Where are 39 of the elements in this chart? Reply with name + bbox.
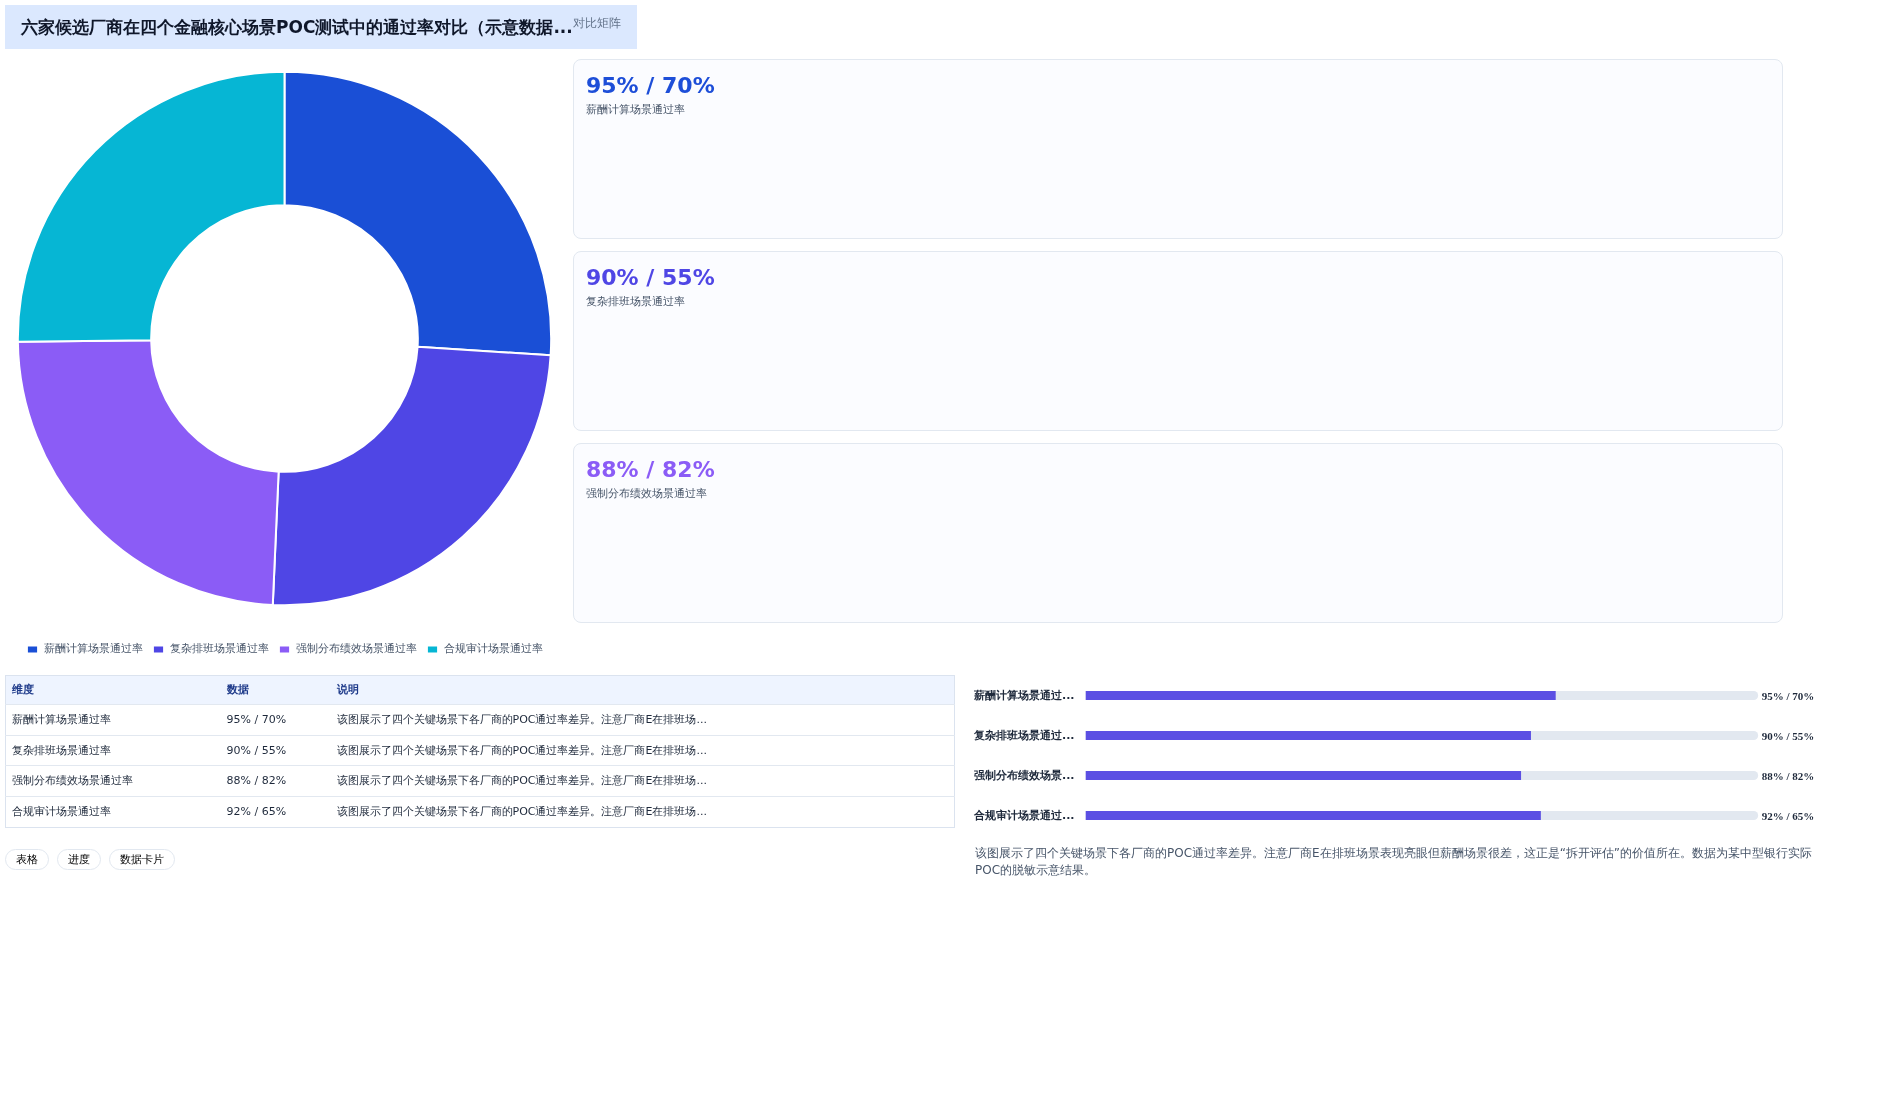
- text: 数据卡片: [109, 848, 175, 870]
- data-label: 95% / 70%: [1761, 689, 1815, 702]
- text: 表格: [5, 848, 49, 870]
- text: 该图展示了四个关键场景下各厂商的POC通过率差异。注意厂商E在排班场...: [335, 742, 708, 759]
- data-label: 90% / 55%: [1761, 729, 1815, 742]
- y-tick-label: 薪酬计算场景通过...: [972, 689, 1075, 703]
- legend-label: 薪酬计算场景通过率: [44, 641, 143, 657]
- data-label: 88% / 82%: [1761, 769, 1815, 782]
- text: 薪酬计算场景通过率: [586, 101, 686, 118]
- legend-label: 合规审计场景通过率: [444, 641, 543, 657]
- chart-title: 六家候选厂商在四个金融核心场景POC测试中的通过率对比（示意数据...: [21, 16, 573, 39]
- text: 95% / 70%: [225, 712, 288, 728]
- text: 说明: [335, 682, 360, 699]
- text: 88% / 82%: [586, 456, 716, 485]
- text: 90% / 55%: [586, 264, 716, 293]
- text: 对比矩阵: [572, 15, 621, 32]
- text: 强制分布绩效场景通过率: [11, 773, 134, 790]
- text: 该图展示了四个关键场景下各厂商的POC通过率差异。注意厂商E在排班场...: [335, 712, 708, 728]
- legend-label: 复杂排班场景通过率: [170, 641, 269, 657]
- text: 88% / 82%: [225, 773, 288, 790]
- y-tick-label: 合规审计场景通过...: [972, 809, 1075, 823]
- text: 复杂排班场景通过率: [586, 293, 686, 310]
- annotation: 该图展示了四个关键场景下各厂商的POC通过率差异。注意厂商E在排班场景表现亮眼但薪酬场景很差，这正是“拆开评估”的价值所在。数据为某中型银行实际POC的脱敏示意结果。: [975, 845, 1814, 880]
- text: 维度: [11, 682, 35, 699]
- text: 进度: [57, 848, 101, 870]
- data-label: 92% / 65%: [1761, 809, 1815, 822]
- text: 该图展示了四个关键场景下各厂商的POC通过率差异。注意厂商E在排班场...: [335, 804, 708, 821]
- text: 复杂排班场景通过率: [11, 742, 112, 759]
- legend-label: 强制分布绩效场景通过率: [296, 641, 417, 657]
- text: 92% / 65%: [225, 804, 288, 821]
- text: 合规审计场景通过率: [11, 804, 112, 821]
- text: 薪酬计算场景通过率: [11, 712, 112, 728]
- text: 强制分布绩效场景通过率: [586, 485, 708, 502]
- y-tick-label: 强制分布绩效场景...: [973, 769, 1075, 783]
- text: 95% / 70%: [586, 72, 716, 101]
- text: 数据: [225, 682, 250, 699]
- y-tick-label: 复杂排班场景通过...: [972, 729, 1075, 743]
- text: 该图展示了四个关键场景下各厂商的POC通过率差异。注意厂商E在排班场...: [335, 773, 708, 790]
- text: 90% / 55%: [225, 742, 288, 759]
